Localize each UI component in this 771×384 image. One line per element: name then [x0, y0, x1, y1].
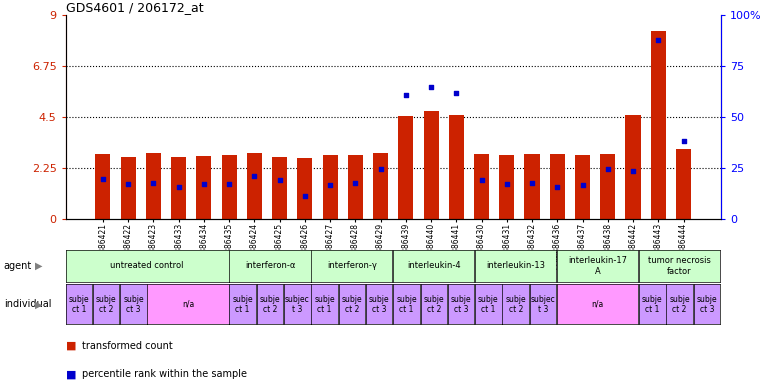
Point: [425, 84, 437, 90]
Point: [274, 177, 286, 183]
Bar: [221, 155, 237, 219]
Text: subje
ct 1: subje ct 1: [642, 295, 662, 314]
Text: agent: agent: [4, 261, 32, 271]
Bar: [600, 154, 615, 219]
Text: interferon-γ: interferon-γ: [327, 262, 377, 270]
Text: ▶: ▶: [35, 299, 43, 310]
Point: [678, 137, 690, 144]
Bar: [399, 116, 413, 219]
Text: subje
ct 1: subje ct 1: [232, 295, 253, 314]
Text: interleukin-13: interleukin-13: [487, 262, 545, 270]
Text: subje
ct 3: subje ct 3: [369, 295, 389, 314]
Text: n/a: n/a: [591, 300, 604, 309]
Text: subje
ct 1: subje ct 1: [315, 295, 335, 314]
Point: [248, 173, 261, 179]
Point: [122, 181, 134, 187]
Text: subjec
t 3: subjec t 3: [284, 295, 310, 314]
Text: subje
ct 1: subje ct 1: [396, 295, 417, 314]
Point: [197, 181, 210, 187]
Point: [601, 166, 614, 172]
Text: ▶: ▶: [35, 261, 43, 271]
Bar: [449, 115, 464, 219]
Text: individual: individual: [4, 299, 52, 310]
Text: tumor necrosis
factor: tumor necrosis factor: [648, 256, 711, 276]
Text: interleukin-17
A: interleukin-17 A: [568, 256, 627, 276]
Point: [526, 180, 538, 186]
Text: subje
ct 1: subje ct 1: [69, 295, 89, 314]
Bar: [120, 157, 136, 219]
Bar: [247, 153, 262, 219]
Point: [223, 181, 235, 187]
Text: subje
ct 3: subje ct 3: [451, 295, 471, 314]
Text: subje
ct 3: subje ct 3: [696, 295, 717, 314]
Point: [627, 168, 639, 174]
Bar: [651, 31, 666, 219]
Bar: [197, 156, 211, 219]
Bar: [298, 158, 312, 219]
Text: interleukin-4: interleukin-4: [407, 262, 460, 270]
Bar: [171, 157, 187, 219]
Point: [96, 176, 109, 182]
Text: subje
ct 2: subje ct 2: [669, 295, 690, 314]
Bar: [575, 155, 590, 219]
Text: subje
ct 2: subje ct 2: [505, 295, 526, 314]
Text: interferon-α: interferon-α: [244, 262, 295, 270]
Bar: [272, 157, 287, 219]
Point: [551, 184, 564, 190]
Text: n/a: n/a: [182, 300, 194, 309]
Bar: [625, 115, 641, 219]
Bar: [373, 153, 388, 219]
Point: [652, 37, 665, 43]
Text: ■: ■: [66, 369, 76, 379]
Point: [399, 92, 412, 98]
Bar: [524, 154, 540, 219]
Bar: [676, 149, 691, 219]
Text: subjec
t 3: subjec t 3: [530, 295, 555, 314]
Bar: [550, 154, 565, 219]
Point: [450, 89, 463, 96]
Text: subje
ct 1: subje ct 1: [478, 295, 499, 314]
Bar: [474, 154, 489, 219]
Text: percentile rank within the sample: percentile rank within the sample: [82, 369, 247, 379]
Point: [375, 166, 387, 172]
Point: [577, 182, 589, 189]
Bar: [96, 154, 110, 219]
Point: [324, 182, 336, 189]
Point: [349, 180, 362, 186]
Point: [147, 180, 160, 186]
Text: subje
ct 3: subje ct 3: [123, 295, 143, 314]
Text: subje
ct 2: subje ct 2: [423, 295, 444, 314]
Point: [298, 194, 311, 200]
Text: untreated control: untreated control: [110, 262, 183, 270]
Text: ■: ■: [66, 341, 76, 351]
Point: [476, 177, 488, 183]
Text: GDS4601 / 206172_at: GDS4601 / 206172_at: [66, 1, 204, 14]
Bar: [146, 153, 161, 219]
Point: [173, 184, 185, 190]
Text: subje
ct 2: subje ct 2: [260, 295, 281, 314]
Text: subje
ct 2: subje ct 2: [96, 295, 116, 314]
Text: transformed count: transformed count: [82, 341, 173, 351]
Text: subje
ct 2: subje ct 2: [342, 295, 362, 314]
Bar: [348, 155, 363, 219]
Point: [500, 181, 513, 187]
Bar: [500, 155, 514, 219]
Bar: [423, 111, 439, 219]
Bar: [322, 155, 338, 219]
